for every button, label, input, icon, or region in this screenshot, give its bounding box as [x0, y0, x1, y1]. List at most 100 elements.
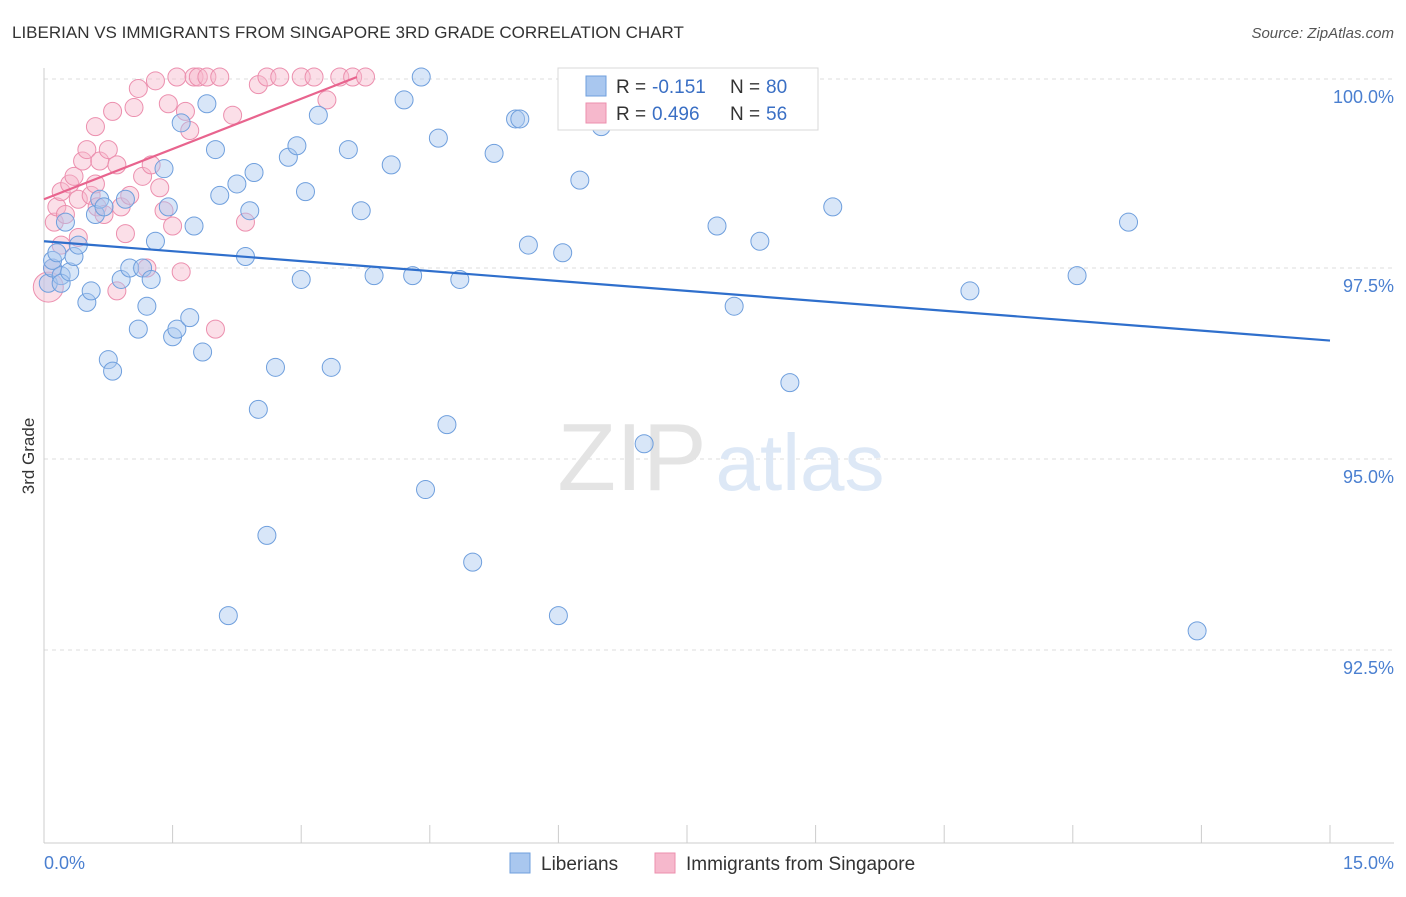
liberian-point-71 [707, 216, 727, 236]
legend-n-label-liberians: N = [730, 77, 760, 98]
liberian-point-32 [193, 342, 213, 362]
liberian-point-65 [518, 235, 538, 255]
bottom-legend: Liberians Immigrants from Singapore [509, 852, 915, 875]
legend-swatch-singapore [585, 102, 607, 124]
liberian-point-8 [64, 247, 84, 267]
liberian-point-24 [145, 231, 165, 251]
liberian-point-54 [394, 90, 414, 110]
series-singapore-points [32, 67, 375, 339]
singapore-point-17 [103, 101, 123, 121]
y-axis-label: 3rd Grade [19, 418, 38, 495]
liberian-point-72 [724, 296, 744, 316]
singapore-point-0 [32, 271, 64, 303]
liberian-point-22 [137, 296, 157, 316]
liberian-point-62 [484, 143, 504, 163]
liberian-point-14 [94, 197, 114, 217]
trend-line-liberians [43, 240, 1331, 342]
singapore-point-22 [124, 98, 144, 118]
liberian-point-45 [287, 136, 307, 156]
liberian-point-29 [171, 113, 191, 133]
singapore-point-52 [85, 117, 105, 137]
singapore-point-51 [356, 67, 375, 87]
singapore-point-53 [107, 281, 127, 301]
singapore-point-32 [167, 67, 187, 87]
bottom-legend-swatch-liberians [509, 852, 531, 874]
liberian-point-77 [1067, 266, 1087, 286]
singapore-point-27 [145, 71, 165, 91]
singapore-point-8 [68, 189, 88, 209]
y-tick-labels: 100.0% 97.5% 95.0% 92.5% [1333, 87, 1394, 678]
singapore-point-2 [44, 212, 64, 232]
liberian-point-31 [184, 216, 204, 236]
top-legend: R = -0.151 N = 80 R = 0.496 N = 56 [557, 67, 819, 131]
liberian-point-67 [553, 243, 573, 263]
liberian-point-68 [570, 170, 590, 190]
liberian-point-78 [1119, 212, 1139, 232]
singapore-point-25 [137, 258, 157, 278]
liberian-point-64 [510, 109, 530, 129]
singapore-point-13 [87, 197, 107, 217]
liberian-point-63 [506, 109, 526, 129]
singapore-point-16 [98, 140, 118, 160]
liberian-point-47 [295, 182, 315, 202]
liberian-point-3 [47, 243, 67, 263]
trend-line-singapore [43, 75, 358, 201]
liberian-point-42 [257, 525, 277, 545]
liberian-point-57 [416, 480, 436, 500]
singapore-point-39 [205, 319, 225, 339]
singapore-point-20 [115, 224, 135, 244]
liberian-point-20 [128, 319, 148, 339]
watermark-atlas: atlas [716, 418, 885, 507]
liberian-point-30 [180, 308, 200, 328]
liberian-point-43 [265, 357, 285, 377]
liberian-point-76 [960, 281, 980, 301]
singapore-point-40 [210, 67, 230, 87]
liberian-point-79 [1187, 621, 1207, 641]
grid-lines [44, 78, 1394, 651]
legend-n-value-singapore: 56 [766, 104, 787, 125]
bottom-legend-label-liberians: Liberians [541, 854, 618, 875]
liberian-point-15 [98, 350, 118, 370]
legend-n-label-singapore: N = [730, 104, 760, 125]
y-tick-label-2: 95.0% [1343, 467, 1394, 487]
liberian-point-6 [55, 212, 75, 232]
liberian-point-74 [780, 373, 800, 393]
singapore-point-10 [77, 140, 97, 160]
liberian-point-59 [437, 415, 457, 435]
singapore-point-34 [175, 101, 195, 121]
singapore-point-23 [128, 78, 148, 98]
singapore-point-31 [163, 216, 183, 236]
liberian-point-26 [158, 197, 178, 217]
liberian-point-40 [244, 163, 264, 182]
liberian-point-41 [248, 399, 268, 419]
bottom-legend-label-singapore: Immigrants from Singapore [686, 854, 915, 875]
singapore-point-48 [317, 90, 337, 110]
legend-r-label-singapore: R = [616, 104, 646, 125]
liberian-point-61 [463, 552, 483, 572]
liberian-point-23 [141, 269, 161, 289]
liberian-point-75 [823, 197, 843, 217]
watermark-zip: ZIP [557, 404, 706, 511]
liberian-point-53 [381, 155, 401, 175]
legend-r-value-liberians: -0.151 [652, 77, 706, 98]
singapore-point-12 [85, 174, 105, 194]
x-tick-label-min: 0.0% [44, 853, 85, 873]
liberian-point-58 [428, 128, 448, 148]
liberian-point-10 [77, 292, 97, 312]
y-tick-label-3: 92.5% [1343, 658, 1394, 678]
liberian-point-73 [750, 231, 770, 251]
legend-r-value-singapore: 0.496 [652, 104, 700, 125]
watermark: ZIP atlas [557, 404, 884, 511]
trend-lines [43, 75, 1331, 342]
liberian-point-36 [218, 606, 238, 626]
singapore-point-28 [150, 178, 170, 198]
liberian-point-7 [60, 262, 80, 282]
liberian-point-34 [205, 140, 225, 160]
singapore-point-5 [55, 205, 75, 225]
liberian-point-33 [197, 94, 217, 114]
liberian-point-51 [351, 201, 371, 221]
liberian-point-11 [81, 281, 101, 301]
series-liberians-points [38, 67, 1207, 641]
